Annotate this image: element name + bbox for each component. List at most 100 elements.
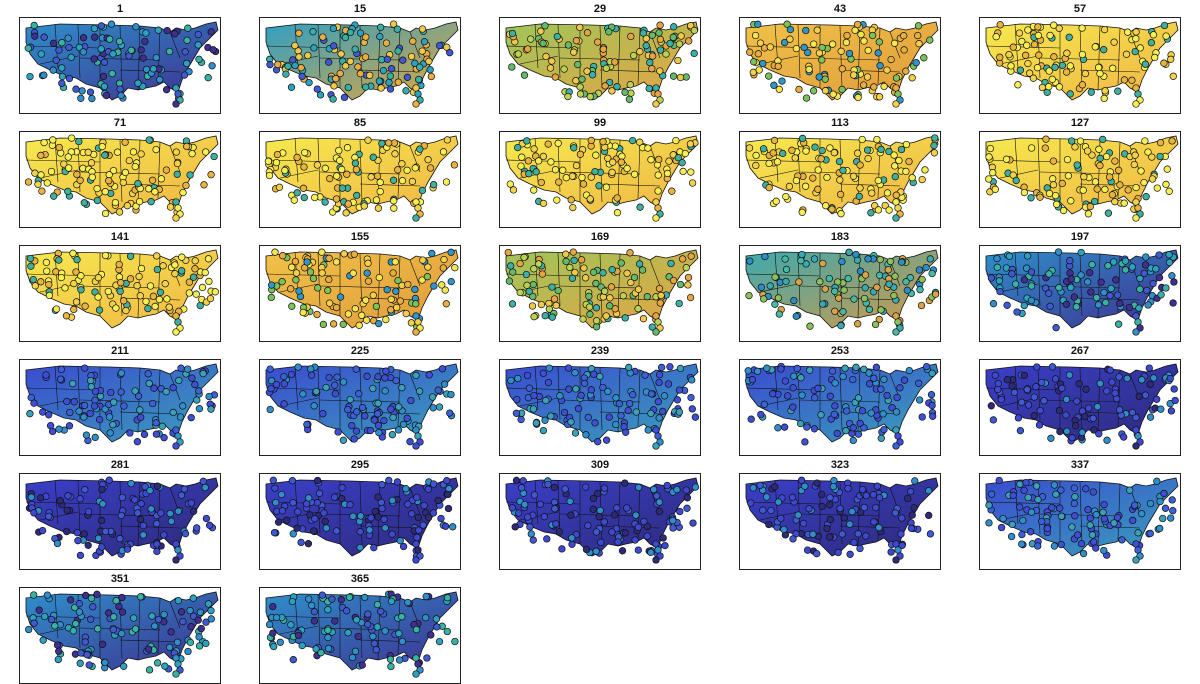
station-marker bbox=[907, 487, 915, 496]
station-marker bbox=[298, 72, 306, 81]
station-marker bbox=[831, 287, 839, 295]
station-marker bbox=[1034, 23, 1042, 31]
station-marker bbox=[88, 173, 96, 181]
station-marker bbox=[760, 295, 768, 303]
station-marker bbox=[304, 540, 313, 548]
station-marker bbox=[652, 84, 660, 92]
station-marker bbox=[517, 415, 525, 424]
station-marker bbox=[47, 615, 56, 624]
station-marker bbox=[441, 522, 450, 530]
station-marker bbox=[654, 90, 662, 98]
station-marker bbox=[1146, 380, 1154, 388]
station-marker bbox=[642, 42, 650, 50]
station-marker bbox=[818, 56, 826, 64]
station-marker bbox=[842, 427, 850, 435]
station-marker bbox=[117, 279, 125, 287]
station-marker bbox=[1095, 430, 1103, 438]
station-marker bbox=[647, 390, 656, 398]
station-marker bbox=[108, 69, 116, 78]
station-marker bbox=[283, 516, 291, 524]
station-marker bbox=[1132, 35, 1140, 43]
station-marker bbox=[277, 490, 286, 499]
station-marker bbox=[309, 28, 317, 36]
station-marker bbox=[928, 369, 936, 377]
state-border bbox=[1079, 481, 1083, 545]
station-marker bbox=[597, 538, 605, 546]
station-marker bbox=[91, 33, 99, 41]
station-marker bbox=[1108, 378, 1116, 386]
station-marker bbox=[576, 83, 584, 91]
station-marker bbox=[891, 272, 899, 280]
station-marker bbox=[181, 530, 190, 538]
station-marker bbox=[394, 78, 402, 86]
station-marker bbox=[534, 157, 543, 165]
station-marker bbox=[352, 365, 360, 373]
station-marker bbox=[94, 274, 103, 282]
station-marker bbox=[562, 257, 570, 266]
station-marker bbox=[356, 528, 364, 536]
station-marker bbox=[683, 504, 691, 512]
station-marker bbox=[602, 64, 610, 72]
station-marker bbox=[1113, 291, 1122, 299]
station-marker bbox=[802, 260, 810, 268]
station-marker bbox=[797, 257, 805, 265]
station-marker bbox=[117, 369, 126, 377]
state-border bbox=[119, 25, 123, 89]
station-marker bbox=[553, 196, 561, 204]
us-map bbox=[745, 248, 940, 336]
station-marker bbox=[652, 426, 660, 434]
station-marker bbox=[1091, 197, 1099, 206]
map-frame bbox=[979, 359, 1181, 456]
station-marker bbox=[84, 541, 92, 549]
station-marker bbox=[600, 518, 608, 526]
station-marker bbox=[403, 166, 411, 174]
station-marker bbox=[797, 374, 805, 382]
state-border bbox=[877, 255, 881, 313]
station-marker bbox=[362, 296, 370, 304]
station-marker bbox=[75, 608, 84, 616]
state-border bbox=[409, 373, 421, 401]
station-marker bbox=[1009, 43, 1017, 51]
station-marker bbox=[1156, 524, 1164, 533]
station-marker bbox=[293, 189, 301, 197]
station-marker bbox=[291, 61, 299, 70]
station-marker bbox=[849, 375, 857, 384]
map-panel: 15 bbox=[259, 2, 461, 114]
station-marker bbox=[144, 370, 152, 378]
station-marker bbox=[687, 168, 695, 176]
station-marker bbox=[1097, 278, 1105, 286]
station-marker bbox=[525, 170, 533, 178]
station-marker bbox=[313, 161, 322, 169]
station-marker bbox=[439, 148, 448, 156]
station-marker bbox=[63, 506, 71, 514]
station-marker bbox=[1132, 28, 1140, 36]
station-marker bbox=[823, 173, 831, 182]
station-marker bbox=[514, 143, 522, 152]
station-marker bbox=[835, 294, 843, 302]
station-marker bbox=[50, 192, 58, 200]
station-marker bbox=[609, 158, 617, 166]
station-marker bbox=[1163, 165, 1171, 173]
station-marker bbox=[353, 408, 361, 416]
station-marker bbox=[875, 315, 883, 324]
station-marker bbox=[748, 376, 757, 384]
station-marker bbox=[1125, 303, 1134, 312]
station-marker bbox=[802, 94, 811, 102]
station-marker bbox=[589, 494, 598, 503]
station-marker bbox=[135, 272, 143, 281]
station-marker bbox=[654, 432, 662, 440]
station-marker bbox=[57, 273, 65, 282]
station-marker bbox=[867, 409, 875, 417]
station-marker bbox=[24, 178, 33, 186]
station-marker bbox=[80, 199, 88, 207]
station-marker bbox=[925, 511, 933, 520]
station-marker bbox=[434, 496, 442, 505]
station-marker bbox=[525, 384, 534, 392]
station-marker bbox=[681, 149, 689, 158]
map-frame bbox=[979, 17, 1181, 114]
station-marker bbox=[652, 214, 660, 222]
station-marker bbox=[830, 410, 838, 418]
station-marker bbox=[854, 530, 862, 538]
station-marker bbox=[856, 544, 864, 553]
station-marker bbox=[874, 176, 882, 185]
